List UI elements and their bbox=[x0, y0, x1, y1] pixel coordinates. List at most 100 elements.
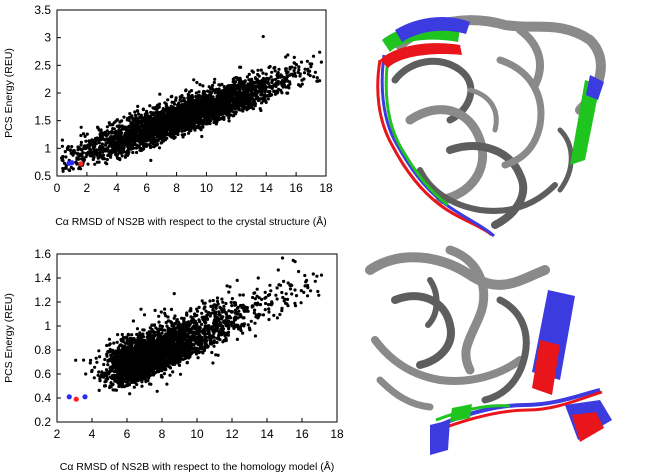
data-point bbox=[118, 142, 122, 146]
data-point bbox=[141, 107, 145, 111]
data-point bbox=[262, 88, 266, 92]
data-point bbox=[279, 80, 283, 84]
data-point bbox=[217, 310, 221, 314]
data-point bbox=[172, 123, 176, 127]
data-point bbox=[149, 110, 153, 114]
data-point bbox=[105, 352, 109, 356]
data-point bbox=[170, 100, 174, 104]
data-point bbox=[176, 125, 180, 129]
data-point bbox=[131, 143, 135, 147]
data-point bbox=[84, 146, 88, 151]
data-point bbox=[138, 138, 142, 142]
data-point bbox=[188, 129, 192, 133]
data-point bbox=[302, 77, 306, 81]
y-tick-label: 3.5 bbox=[34, 3, 51, 17]
x-tick-label: 12 bbox=[230, 181, 244, 195]
data-point bbox=[77, 166, 81, 171]
data-point bbox=[163, 307, 167, 311]
data-point bbox=[114, 130, 118, 135]
data-point bbox=[174, 96, 178, 100]
data-point bbox=[273, 84, 277, 88]
data-point bbox=[312, 75, 316, 79]
x-tick-label: 18 bbox=[319, 181, 333, 195]
data-point bbox=[242, 102, 246, 106]
data-point bbox=[107, 144, 111, 148]
data-point bbox=[318, 50, 322, 54]
data-point bbox=[260, 91, 264, 95]
data-point bbox=[275, 73, 279, 77]
data-point bbox=[82, 358, 86, 362]
data-point bbox=[197, 93, 201, 98]
data-point bbox=[264, 301, 268, 306]
data-point bbox=[99, 150, 103, 154]
data-point bbox=[163, 136, 167, 141]
data-point bbox=[122, 115, 126, 119]
data-point bbox=[170, 124, 174, 129]
data-point bbox=[139, 113, 143, 117]
data-point bbox=[222, 108, 226, 112]
data-point bbox=[152, 118, 157, 122]
data-point bbox=[298, 72, 302, 76]
data-point bbox=[158, 324, 162, 328]
data-point bbox=[98, 355, 102, 359]
data-point bbox=[153, 111, 158, 115]
data-point bbox=[165, 126, 170, 130]
data-point bbox=[232, 110, 236, 114]
data-point bbox=[201, 113, 205, 117]
data-point bbox=[158, 92, 162, 96]
data-point bbox=[240, 105, 244, 109]
data-point bbox=[293, 61, 297, 65]
data-point bbox=[313, 279, 317, 283]
x-tick-label: 0 bbox=[54, 181, 61, 195]
data-point bbox=[186, 92, 190, 97]
data-point bbox=[160, 109, 164, 113]
data-point bbox=[211, 308, 215, 312]
data-point bbox=[211, 83, 215, 88]
data-point bbox=[166, 107, 170, 111]
data-point bbox=[206, 332, 210, 336]
data-point bbox=[198, 110, 202, 114]
data-point bbox=[220, 82, 224, 86]
data-point bbox=[233, 82, 237, 87]
data-point bbox=[60, 144, 64, 148]
data-point bbox=[181, 135, 185, 139]
data-point bbox=[129, 138, 133, 142]
data-point bbox=[218, 104, 222, 108]
data-point bbox=[263, 99, 267, 103]
data-point bbox=[250, 69, 254, 73]
data-point bbox=[223, 86, 227, 90]
data-point bbox=[261, 34, 265, 39]
data-point bbox=[61, 169, 65, 173]
data-point bbox=[119, 129, 123, 133]
data-point bbox=[97, 370, 101, 374]
data-point bbox=[107, 138, 111, 142]
data-point bbox=[187, 107, 191, 111]
data-point bbox=[294, 74, 298, 78]
data-point bbox=[275, 286, 279, 290]
data-point bbox=[207, 85, 211, 89]
data-point bbox=[142, 138, 146, 142]
data-point bbox=[315, 274, 319, 278]
data-point bbox=[112, 121, 116, 125]
data-point bbox=[109, 149, 113, 153]
data-point bbox=[214, 353, 218, 357]
y-tick-label: 1.5 bbox=[34, 114, 51, 128]
data-point bbox=[213, 116, 217, 120]
data-point bbox=[285, 71, 289, 75]
data-point bbox=[246, 90, 250, 94]
data-point bbox=[109, 138, 113, 142]
data-point bbox=[215, 105, 220, 109]
data-point bbox=[160, 328, 164, 332]
data-point bbox=[76, 145, 80, 149]
data-point bbox=[253, 104, 257, 108]
data-point bbox=[272, 313, 276, 317]
data-point bbox=[79, 140, 83, 144]
data-point bbox=[194, 91, 198, 95]
data-point bbox=[188, 309, 192, 313]
data-point bbox=[98, 132, 102, 136]
data-point bbox=[149, 118, 153, 122]
data-point bbox=[135, 150, 139, 155]
data-point bbox=[152, 145, 156, 149]
data-point bbox=[198, 116, 202, 120]
data-point bbox=[268, 283, 272, 287]
